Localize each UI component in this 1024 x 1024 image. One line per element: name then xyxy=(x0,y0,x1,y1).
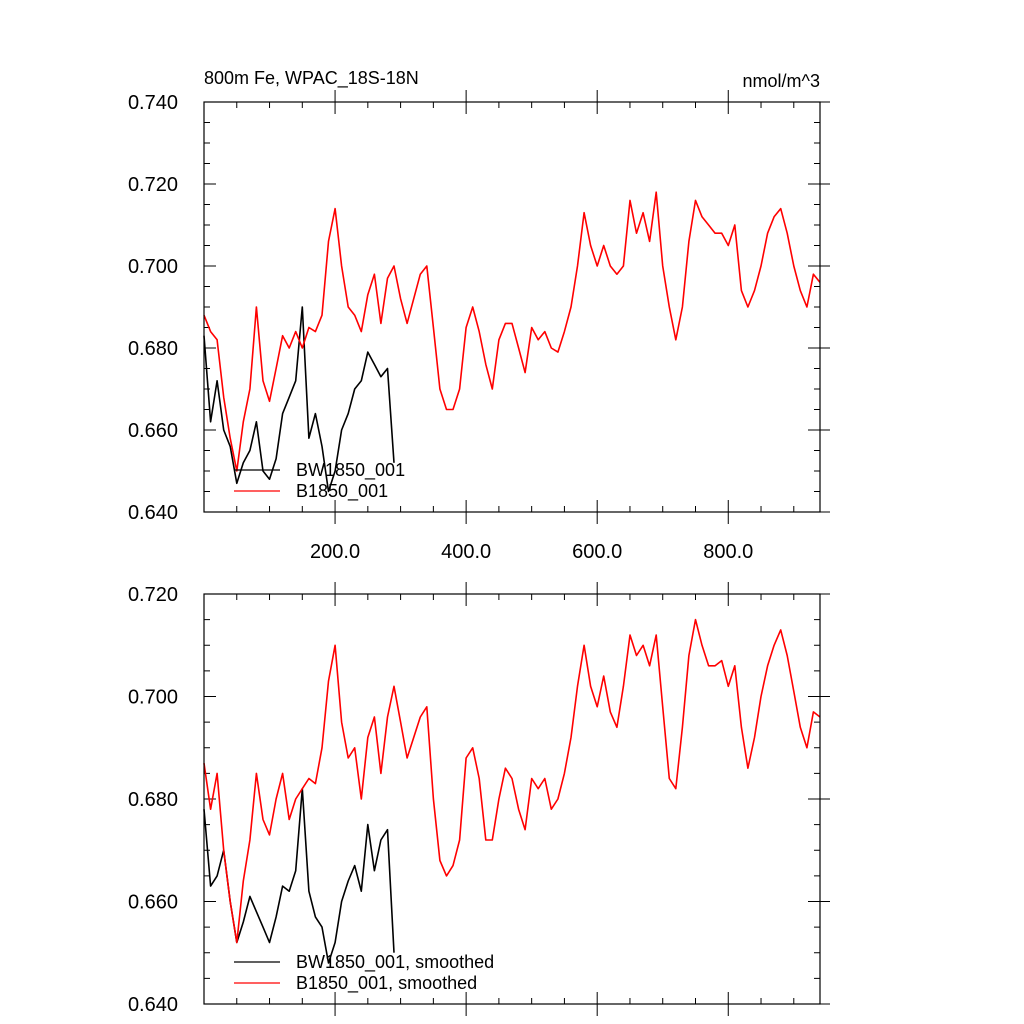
top-y-tick-label: 0.660 xyxy=(128,420,178,442)
top-panel: 800m Fe, WPAC_18S-18N nmol/m^3 0.640 0.66… xyxy=(128,68,830,563)
top-series-line-b1850 xyxy=(203,191,821,472)
bottom-y-tick-label: 0.660 xyxy=(128,892,178,914)
bottom-panel: 0.640 0.660 0.680 0.700 0.720 BW1850_001, sm… xyxy=(128,582,830,1016)
top-y-tick-label: 0.700 xyxy=(128,256,178,278)
bottom-axis-ticks xyxy=(204,582,830,1016)
top-plot-frame xyxy=(203,101,821,513)
top-x-tick-label: 400.0 xyxy=(441,541,491,563)
bottom-y-tick-label: 0.700 xyxy=(128,687,178,709)
bottom-y-tick-labels: 0.640 0.660 0.680 0.700 0.720 xyxy=(128,584,178,1016)
top-y-tick-label: 0.740 xyxy=(128,92,178,114)
top-legend: BW1850_001 B1850_001 xyxy=(234,460,405,502)
bottom-y-tick-label: 0.680 xyxy=(128,789,178,811)
top-x-tick-labels: 200.0 400.0 600.0 800.0 xyxy=(310,541,753,563)
bottom-y-tick-label: 0.640 xyxy=(128,994,178,1016)
top-y-tick-label: 0.720 xyxy=(128,174,178,196)
bottom-plot-lines xyxy=(203,618,821,964)
bottom-y-tick-label: 0.720 xyxy=(128,584,178,606)
top-plot-lines xyxy=(203,191,821,493)
top-legend-label-b1850: B1850_001 xyxy=(296,481,388,502)
top-x-tick-label: 600.0 xyxy=(572,541,622,563)
top-series-line-bw1850 xyxy=(203,306,395,493)
top-x-tick-label: 200.0 xyxy=(310,541,360,563)
top-panel-units: nmol/m^3 xyxy=(743,71,820,91)
bottom-series-line-bw1850 xyxy=(203,787,395,964)
bottom-legend-label-bw1850: BW1850_001, smoothed xyxy=(296,952,494,973)
bottom-legend: BW1850_001, smoothed B1850_001, smoothed xyxy=(234,952,494,994)
top-y-tick-label: 0.680 xyxy=(128,338,178,360)
top-y-tick-labels: 0.640 0.660 0.680 0.700 0.720 0.740 xyxy=(128,92,178,524)
top-legend-label-bw1850: BW1850_001 xyxy=(296,460,405,481)
bottom-legend-label-b1850: B1850_001, smoothed xyxy=(296,973,477,994)
top-x-tick-label: 800.0 xyxy=(703,541,753,563)
bottom-series-line-b1850 xyxy=(203,618,821,944)
bottom-plot-frame xyxy=(203,593,821,1005)
top-panel-title: 800m Fe, WPAC_18S-18N xyxy=(204,68,419,89)
top-axis-ticks xyxy=(204,90,830,524)
top-y-tick-label: 0.640 xyxy=(128,502,178,524)
